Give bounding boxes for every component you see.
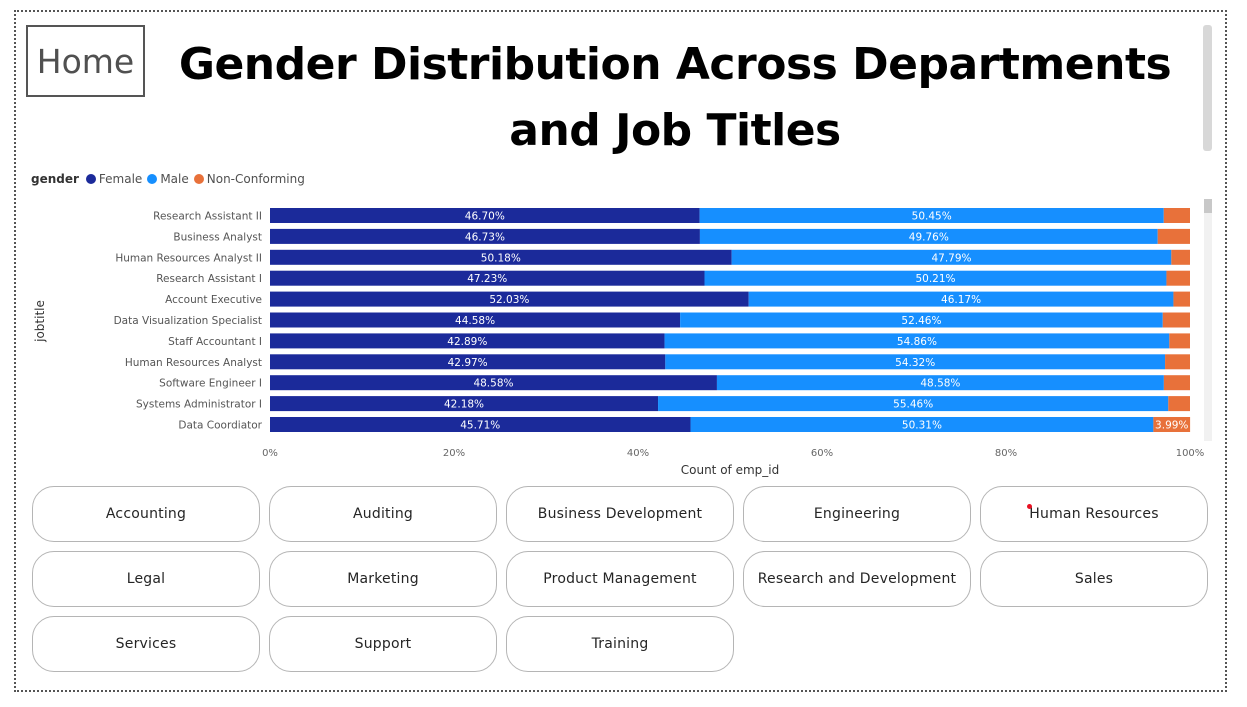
department-button-services[interactable]: Services [32, 616, 260, 672]
page-title-line-2: and Job Titles [509, 105, 841, 156]
legend-dot-non-conforming [193, 174, 204, 184]
selection-indicator-dot [1027, 504, 1032, 509]
report-frame [14, 10, 1227, 692]
legend-item-male[interactable]: Male [147, 172, 189, 186]
department-button-sales[interactable]: Sales [980, 551, 1208, 607]
page-title-line-1: Gender Distribution Across Departments [178, 39, 1172, 90]
department-button-research-and-development[interactable]: Research and Development [743, 551, 971, 607]
legend-label-female: Female [98, 172, 143, 186]
department-button-engineering[interactable]: Engineering [743, 486, 971, 542]
department-button-business-development[interactable]: Business Development [506, 486, 734, 542]
department-button-auditing[interactable]: Auditing [269, 486, 497, 542]
page-scrollbar[interactable] [1203, 25, 1212, 151]
legend-label-male: Male [160, 172, 189, 186]
department-button-training[interactable]: Training [506, 616, 734, 672]
legend-item-non-conforming[interactable]: Non-Conforming [193, 172, 305, 186]
department-button-product-management[interactable]: Product Management [506, 551, 734, 607]
legend-label-non-conforming: Non-Conforming [206, 172, 305, 186]
department-button-support[interactable]: Support [269, 616, 497, 672]
department-button-accounting[interactable]: Accounting [32, 486, 260, 542]
home-button[interactable]: Home [26, 25, 145, 97]
chart-legend: gender Female Male Non-Conforming [31, 170, 310, 188]
legend-item-female[interactable]: Female [85, 172, 143, 186]
department-button-marketing[interactable]: Marketing [269, 551, 497, 607]
legend-dot-male [147, 174, 158, 184]
department-button-legal[interactable]: Legal [32, 551, 260, 607]
legend-title: gender [31, 172, 79, 186]
chart-scrollbar-thumb[interactable] [1204, 199, 1212, 213]
legend-dot-female [85, 174, 96, 184]
page-title: Gender Distribution Across Departments a… [160, 32, 1190, 164]
department-button-human-resources[interactable]: Human Resources [980, 486, 1208, 542]
chart-scrollbar[interactable] [1204, 199, 1212, 441]
